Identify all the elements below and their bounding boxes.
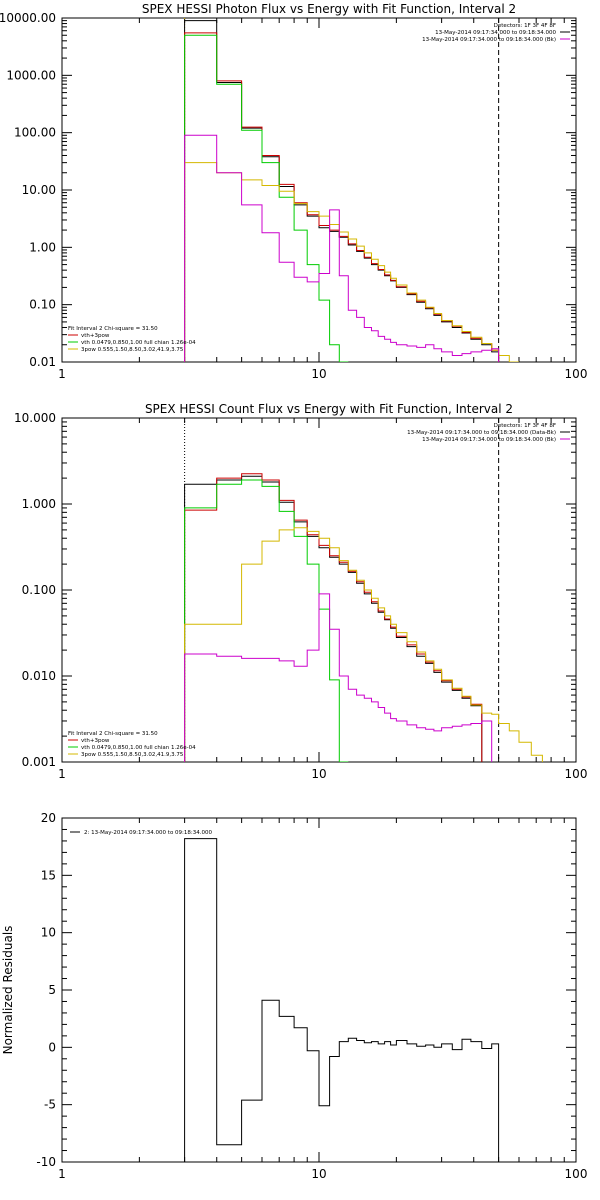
y-tick-label: 20 — [41, 811, 56, 825]
y-tick-label: 0.001 — [22, 755, 56, 769]
y-axis-label: Normalized Residuals — [1, 926, 15, 1055]
chart-panel-2: SPEX HESSI Count Flux vs Energy with Fit… — [14, 402, 587, 781]
legend-bottom-entry: vth 0.0479,0.850,1.00 full chian 1.26e-0… — [81, 745, 196, 751]
y-tick-label: 1.00 — [29, 240, 56, 254]
y-tick-label: 0.010 — [22, 669, 56, 683]
series-step-line-1 — [184, 838, 500, 1162]
y-tick-label: 1000.00 — [6, 68, 56, 82]
legend-bottom-entry: vth+3pow — [81, 333, 110, 339]
y-tick-label: 0 — [48, 1040, 56, 1054]
x-tick-label: 1 — [58, 1167, 66, 1181]
legend-top-entry: 13-May-2014 09:17:34.000 to 09:18:34.000… — [422, 37, 556, 43]
data-layer — [184, 18, 519, 362]
series-step-line-2 — [184, 32, 500, 362]
x-tick-label: 10 — [311, 1167, 326, 1181]
series-step-line-4 — [184, 527, 543, 762]
y-tick-label: 10.00 — [22, 183, 56, 197]
x-tick-label: 100 — [565, 1167, 588, 1181]
series-step-line-4 — [184, 162, 519, 362]
chart-title: SPEX HESSI Photon Flux vs Energy with Fi… — [142, 2, 516, 16]
legend-top-entry: Detectors: 1F 3F 4F 8F — [494, 23, 556, 29]
legend-top-entry: Detectors: 1F 3F 4F 8F — [494, 423, 556, 429]
x-tick-label: 100 — [565, 367, 588, 381]
legend-top-entry: 13-May-2014 09:17:34.000 to 09:18:34.000… — [422, 437, 556, 443]
y-tick-label: 5 — [48, 983, 56, 997]
series-step-line-5 — [184, 593, 493, 762]
legend-top-entry: 13-May-2014 09:17:34.000 to 09:18:34.000 — [435, 30, 556, 36]
chart-panel-1: SPEX HESSI Photon Flux vs Energy with Fi… — [0, 2, 587, 381]
chart-panels: SPEX HESSI Photon Flux vs Energy with Fi… — [0, 2, 587, 1181]
data-layer — [184, 418, 543, 762]
data-layer — [184, 838, 500, 1162]
legend-bottom-entry: 3pow 0.555,1.50,8.50,3.02,41.9,3.75 — [81, 347, 184, 353]
y-tick-label: 15 — [41, 868, 56, 882]
y-tick-label: 100.00 — [14, 126, 56, 140]
y-tick-label: 0.100 — [22, 583, 56, 597]
y-tick-label: 10000.00 — [0, 11, 56, 25]
legend-bottom-entry: Fit Interval 2 Chi-square = 31.50 — [68, 731, 158, 737]
x-tick-label: 1 — [58, 367, 66, 381]
y-tick-label: -10 — [36, 1155, 56, 1169]
legend-top-entry: 2: 13-May-2014 09:17:34.000 to 09:18:34.… — [84, 830, 213, 836]
y-tick-label: -5 — [44, 1098, 56, 1112]
x-tick-label: 10 — [311, 367, 326, 381]
series-step-line-5 — [184, 134, 500, 362]
y-tick-label: 10.000 — [14, 411, 56, 425]
chart-title: SPEX HESSI Count Flux vs Energy with Fit… — [145, 402, 513, 416]
legend-bottom-entry: Fit Interval 2 Chi-square = 31.50 — [68, 326, 158, 332]
y-tick-label: 0.01 — [29, 355, 56, 369]
legend-bottom-entry: 3pow 0.555,1.50,8.50,3.02,41.9,3.75 — [81, 752, 184, 758]
y-tick-label: 10 — [41, 926, 56, 940]
legend-top-entry: 13-May-2014 09:17:34.000 to 09:18:34.000… — [407, 430, 556, 436]
chart-panel-3: 1 10 100 -10 -5 0 5 10 15 20 Normalized Residuals 2… — [1, 811, 587, 1181]
x-tick-label: 10 — [311, 767, 326, 781]
y-tick-label: 1.000 — [22, 497, 56, 511]
x-tick-label: 1 — [58, 767, 66, 781]
legend-bottom-entry: vth+3pow — [81, 738, 110, 744]
legend-bottom-entry: vth 0.0479,0.850,1.00 full chian 1.26e-0… — [81, 340, 196, 346]
series-step-line-3 — [184, 479, 349, 762]
x-tick-label: 100 — [565, 767, 588, 781]
y-tick-label: 0.10 — [29, 298, 56, 312]
